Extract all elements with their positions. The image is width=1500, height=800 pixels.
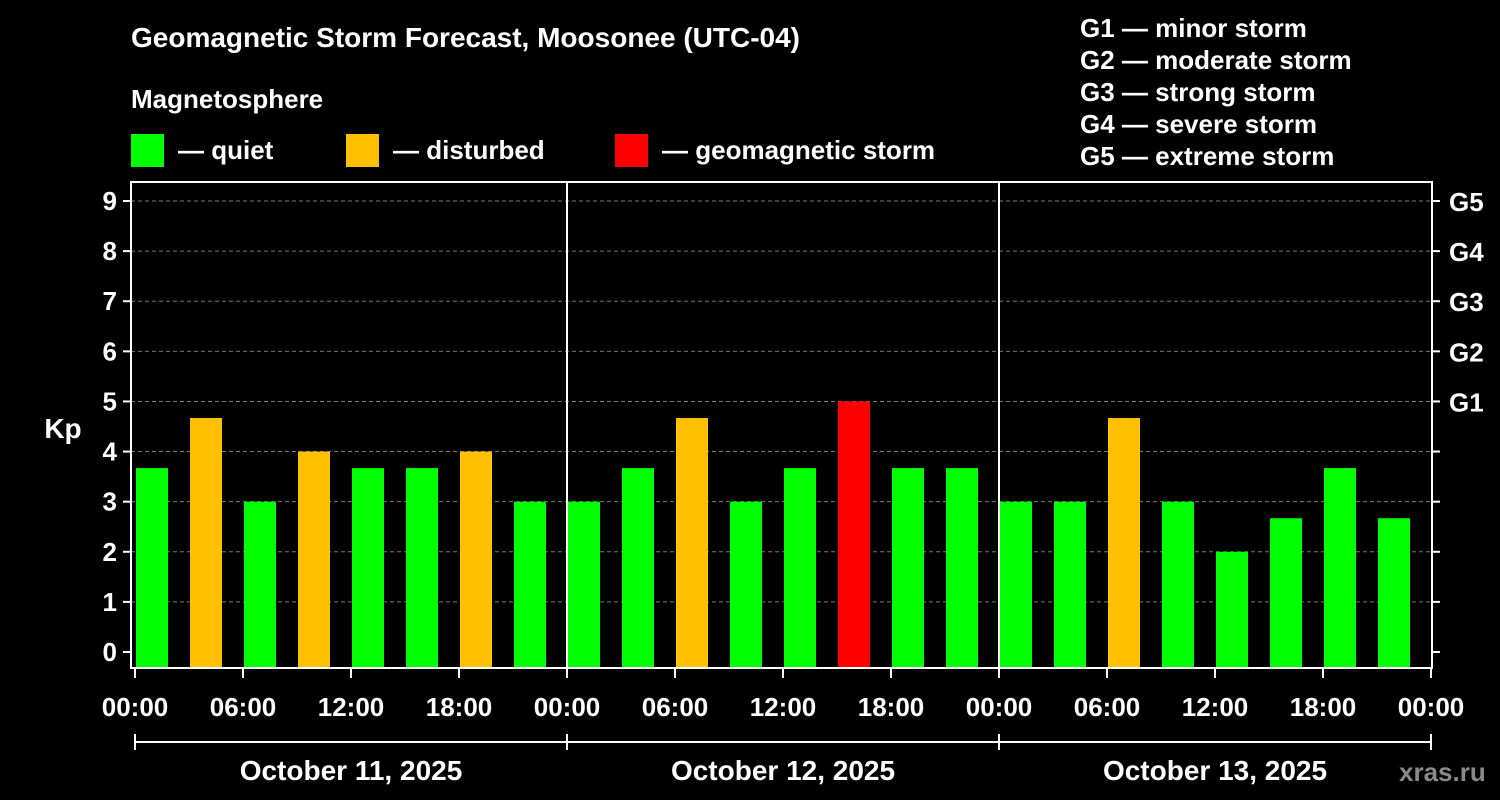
legend-storm-label: — geomagnetic storm [662, 134, 936, 165]
kp-bar [1162, 501, 1194, 668]
kp-bar [352, 468, 384, 668]
g-legend-g5: G5 — extreme storm [1080, 141, 1335, 171]
g-scale-label: G5 [1449, 187, 1484, 217]
x-tick-label: 00:00 [534, 692, 601, 722]
y-tick-label: 2 [103, 537, 117, 567]
x-tick-label: 06:00 [210, 692, 277, 722]
kp-bar [730, 501, 762, 668]
y-tick-label: 0 [103, 637, 117, 667]
g-scale-legend: G1 — minor storm G2 — moderate storm G3 … [1080, 12, 1352, 172]
plot-frame [130, 181, 1433, 669]
chart-title: Geomagnetic Storm Forecast, Moosonee (UT… [131, 22, 801, 53]
legend-disturbed-swatch [346, 133, 379, 167]
kp-bar [1108, 417, 1140, 668]
x-tick-label: 00:00 [1398, 692, 1465, 722]
kp-bar [892, 468, 924, 668]
x-tick-label: 00:00 [102, 692, 169, 722]
x-tick-label: 18:00 [426, 692, 493, 722]
kp-bar [1270, 518, 1302, 668]
x-tick-label: 12:00 [318, 692, 385, 722]
x-tick-label: 12:00 [750, 692, 817, 722]
watermark: xras.ru [1399, 757, 1486, 787]
kp-bar [676, 417, 708, 668]
kp-bar [1378, 518, 1410, 668]
y-tick-label: 6 [103, 336, 117, 366]
legend-disturbed: — disturbed [346, 133, 545, 167]
kp-bar [1054, 501, 1086, 668]
y-tick-label: 8 [103, 236, 117, 266]
g-legend-g3: G3 — strong storm [1080, 77, 1316, 107]
kp-bar [1216, 551, 1248, 668]
kp-bar [1324, 468, 1356, 668]
legend-storm-swatch [615, 133, 648, 167]
legend-quiet: — quiet [131, 133, 273, 167]
g-scale-label: G3 [1449, 287, 1484, 317]
y-tick-label: 3 [103, 487, 117, 517]
legend-storm: — geomagnetic storm [615, 133, 935, 167]
g-scale-label: G1 [1449, 387, 1484, 417]
date-label: October 11, 2025 [240, 755, 463, 786]
kp-bar [1000, 501, 1032, 668]
g-legend-g1: G1 — minor storm [1080, 13, 1307, 43]
kp-bar [838, 401, 870, 668]
g-legend-g4: G4 — severe storm [1080, 109, 1318, 139]
y-axis-label: Kp [44, 413, 81, 444]
x-tick-label: 18:00 [1290, 692, 1357, 722]
kp-bar [622, 468, 654, 668]
y-tick-label: 9 [103, 186, 117, 216]
y-tick-label: 7 [103, 286, 117, 316]
kp-bar [784, 468, 816, 668]
g-scale-label: G4 [1449, 237, 1484, 267]
legend-disturbed-label: — disturbed [393, 134, 545, 165]
x-tick-label: 00:00 [966, 692, 1033, 722]
kp-bar [406, 468, 438, 668]
legend-quiet-swatch [131, 133, 164, 167]
kp-bar [244, 501, 276, 668]
kp-bar [514, 501, 546, 668]
y-tick-label: 5 [103, 386, 117, 416]
x-tick-label: 06:00 [642, 692, 709, 722]
x-tick-label: 18:00 [858, 692, 925, 722]
kp-bar [946, 468, 978, 668]
date-label: October 12, 2025 [671, 755, 895, 786]
kp-bar [298, 451, 330, 668]
x-tick-label: 12:00 [1182, 692, 1249, 722]
g-scale-label: G2 [1449, 337, 1484, 367]
g-legend-g2: G2 — moderate storm [1080, 45, 1352, 75]
x-tick-label: 06:00 [1074, 692, 1141, 722]
kp-bar [190, 417, 222, 668]
kp-bar [568, 501, 600, 668]
legend-quiet-label: — quiet [178, 134, 274, 165]
kp-bar [136, 468, 168, 668]
y-tick-label: 4 [103, 437, 118, 467]
chart-subtitle: Magnetosphere [131, 84, 324, 114]
kp-bar [460, 451, 492, 668]
date-label: October 13, 2025 [1103, 755, 1327, 786]
y-tick-label: 1 [103, 587, 117, 617]
